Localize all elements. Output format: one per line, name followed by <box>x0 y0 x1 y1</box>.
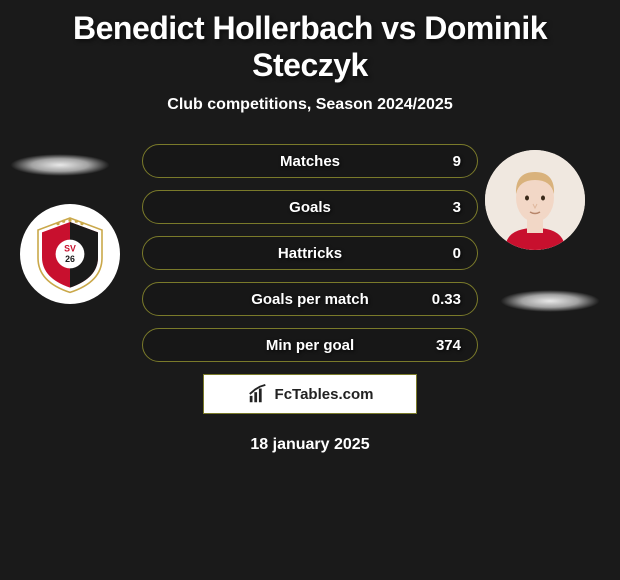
right-player-avatar <box>485 150 585 250</box>
comparison-panel: SV 26 Matches 9 Goals 3 <box>0 144 620 454</box>
stat-row: Goals per match 0.33 <box>142 282 478 316</box>
chart-icon <box>247 383 269 405</box>
stat-row: Min per goal 374 <box>142 328 478 362</box>
brand-label: FcTables.com <box>275 386 374 403</box>
svg-text:SV: SV <box>64 244 76 254</box>
stat-value: 9 <box>453 153 461 170</box>
brand-box[interactable]: FcTables.com <box>203 374 417 414</box>
subtitle: Club competitions, Season 2024/2025 <box>20 96 600 114</box>
svg-text:26: 26 <box>65 254 75 264</box>
stat-value: 0.33 <box>432 291 461 308</box>
crest-icon: SV 26 <box>30 214 110 294</box>
shadow-ellipse-right <box>500 290 600 312</box>
left-club-crest: SV 26 <box>20 204 120 304</box>
stat-label: Matches <box>280 153 340 170</box>
stat-row: Matches 9 <box>142 144 478 178</box>
date-label: 18 january 2025 <box>0 436 620 454</box>
page-title: Benedict Hollerbach vs Dominik Steczyk <box>20 10 600 84</box>
stat-row: Goals 3 <box>142 190 478 224</box>
stat-value: 0 <box>453 245 461 262</box>
stats-list: Matches 9 Goals 3 Hattricks 0 Goals per … <box>142 144 478 362</box>
stat-label: Goals <box>289 199 331 216</box>
stat-label: Goals per match <box>251 291 369 308</box>
player-headshot-icon <box>485 150 585 250</box>
stat-row: Hattricks 0 <box>142 236 478 270</box>
stat-label: Min per goal <box>266 337 354 354</box>
stat-label: Hattricks <box>278 245 342 262</box>
shadow-ellipse-left <box>10 154 110 176</box>
stat-value: 374 <box>436 337 461 354</box>
stat-value: 3 <box>453 199 461 216</box>
